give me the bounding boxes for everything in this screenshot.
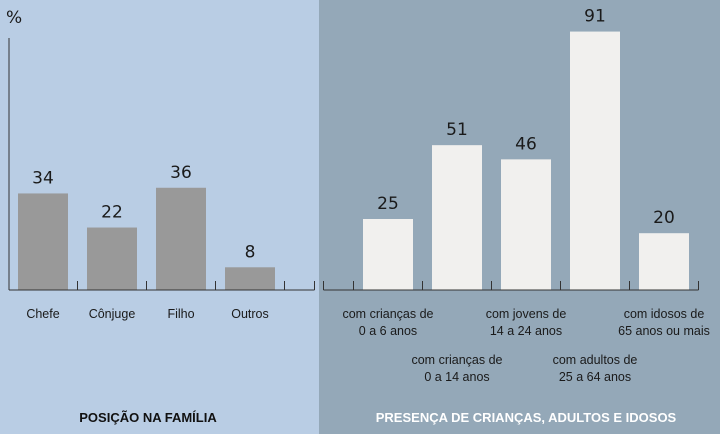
category-label-1-4-0: com idosos de bbox=[624, 307, 705, 321]
value-label-0-1: 22 bbox=[101, 203, 123, 223]
category-label-1-0-1: 0 a 6 anos bbox=[359, 324, 417, 338]
axis-layer bbox=[8, 38, 699, 291]
value-label-0-2: 36 bbox=[170, 163, 192, 183]
labels-layer: 34 Chefe 22 Cônjuge 36 Filho 8 Outros 25 com cria… bbox=[26, 7, 710, 384]
value-label-0-0: 34 bbox=[32, 168, 54, 188]
category-label-1-4-1: 65 anos ou mais bbox=[618, 324, 710, 338]
bar-1-2 bbox=[501, 159, 551, 290]
bar-1-4 bbox=[639, 233, 689, 290]
category-label-0-1-0: Cônjuge bbox=[89, 307, 136, 321]
value-label-1-0: 25 bbox=[377, 194, 399, 214]
value-label-1-2: 46 bbox=[515, 134, 537, 154]
value-label-1-1: 51 bbox=[446, 120, 468, 140]
value-label-1-3: 91 bbox=[584, 7, 606, 27]
category-label-1-3-0: com adultos de bbox=[553, 353, 638, 367]
bar-0-3 bbox=[225, 267, 275, 290]
category-label-1-1-1: 0 a 14 anos bbox=[424, 370, 489, 384]
bar-1-3 bbox=[570, 31, 620, 291]
value-label-0-3: 8 bbox=[245, 242, 256, 262]
category-label-1-2-1: 14 a 24 anos bbox=[490, 324, 562, 338]
bar-1-0 bbox=[363, 219, 413, 290]
bar-0-0 bbox=[18, 193, 68, 290]
category-label-1-3-1: 25 a 64 anos bbox=[559, 370, 631, 384]
y-unit-label: % bbox=[6, 8, 22, 28]
category-label-0-3-0: Outros bbox=[231, 307, 269, 321]
value-label-1-4: 20 bbox=[653, 208, 675, 228]
bar-0-1 bbox=[87, 227, 137, 290]
category-label-1-0-0: com crianças de bbox=[342, 307, 433, 321]
category-label-0-2-0: Filho bbox=[167, 307, 194, 321]
category-label-1-1-0: com crianças de bbox=[411, 353, 502, 367]
section-title-posicao: POSIÇÃO NA FAMÍLIA bbox=[79, 410, 217, 425]
bar-1-1 bbox=[432, 145, 482, 290]
category-label-0-0-0: Chefe bbox=[26, 307, 59, 321]
bars-layer bbox=[18, 31, 689, 291]
bar-0-2 bbox=[156, 187, 206, 290]
category-label-1-2-0: com jovens de bbox=[486, 307, 567, 321]
section-title-presenca: PRESENÇA DE CRIANÇAS, ADULTOS E IDOSOS bbox=[376, 410, 677, 425]
